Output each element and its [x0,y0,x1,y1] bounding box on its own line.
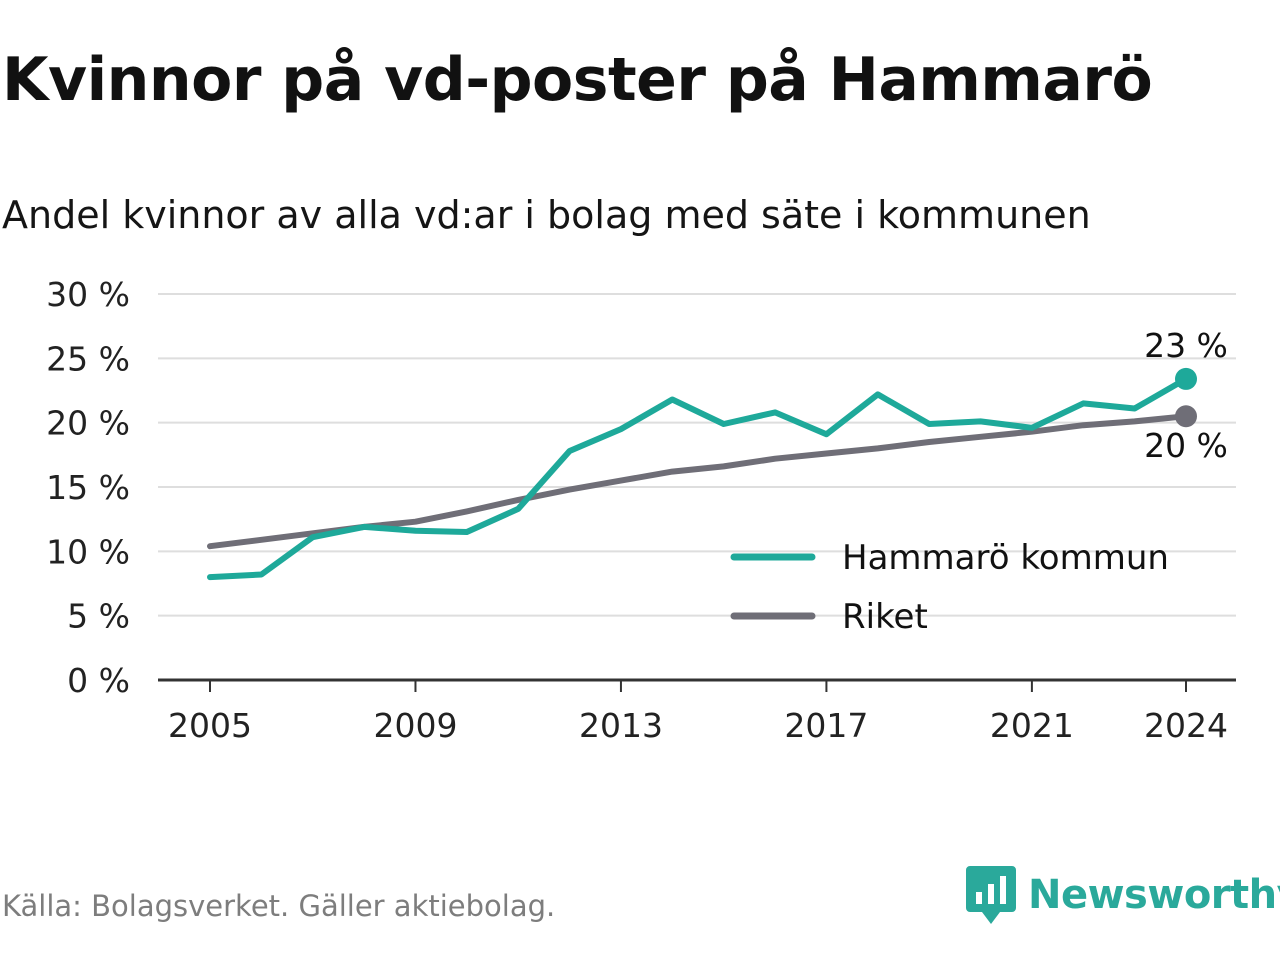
x-axis-ticks: 2005 2009 2013 2017 2021 2024 [168,680,1228,745]
legend-label-hammaro: Hammarö kommun [842,538,1169,578]
chart-title: Kvinnor på vd-poster på Hammarö [2,45,1153,115]
x-tick-label: 2005 [168,706,252,745]
y-axis-tick-labels: 0 % 5 % 10 % 15 % 20 % 25 % 30 % [46,275,130,700]
end-label-hammaro: 23 % [1144,326,1228,365]
y-tick-label: 5 % [67,597,130,636]
legend-label-riket: Riket [842,597,928,637]
x-tick-label: 2021 [990,706,1074,745]
series-lines [207,367,1197,581]
end-label-riket: 20 % [1144,426,1228,465]
x-tick-label: 2017 [784,706,868,745]
series-endpoint-hammaro [1175,367,1197,390]
line-chart: 0 %5 %10 %15 %20 %25 %30 % 2005 2009 2013 2… [46,275,1236,745]
series-line-hammaro [207,375,1189,581]
series-endpoint-riket [1175,405,1197,428]
x-tick-label: 2024 [1144,706,1228,745]
y-tick-label: 0 % [67,661,130,700]
y-tick-label: 30 % [46,275,130,314]
newsworthy-logo-icon [966,866,1016,924]
y-tick-label: 10 % [46,532,130,571]
gridlines [158,293,1236,617]
brand-logo: Newsworthy [966,866,1280,924]
brand-name: Newsworthy [1028,872,1280,918]
chart-subtitle: Andel kvinnor av alla vd:ar i bolag med … [2,193,1091,237]
y-tick-label: 25 % [46,339,130,378]
legend: Hammarö kommun Riket [730,538,1169,637]
end-labels: 23 % 20 % [1144,326,1228,465]
y-tick-label: 15 % [46,468,130,507]
source-note: Källa: Bolagsverket. Gäller aktiebolag. [2,889,556,923]
x-tick-label: 2009 [373,706,457,745]
y-tick-label: 20 % [46,404,130,443]
x-tick-label: 2013 [579,706,663,745]
